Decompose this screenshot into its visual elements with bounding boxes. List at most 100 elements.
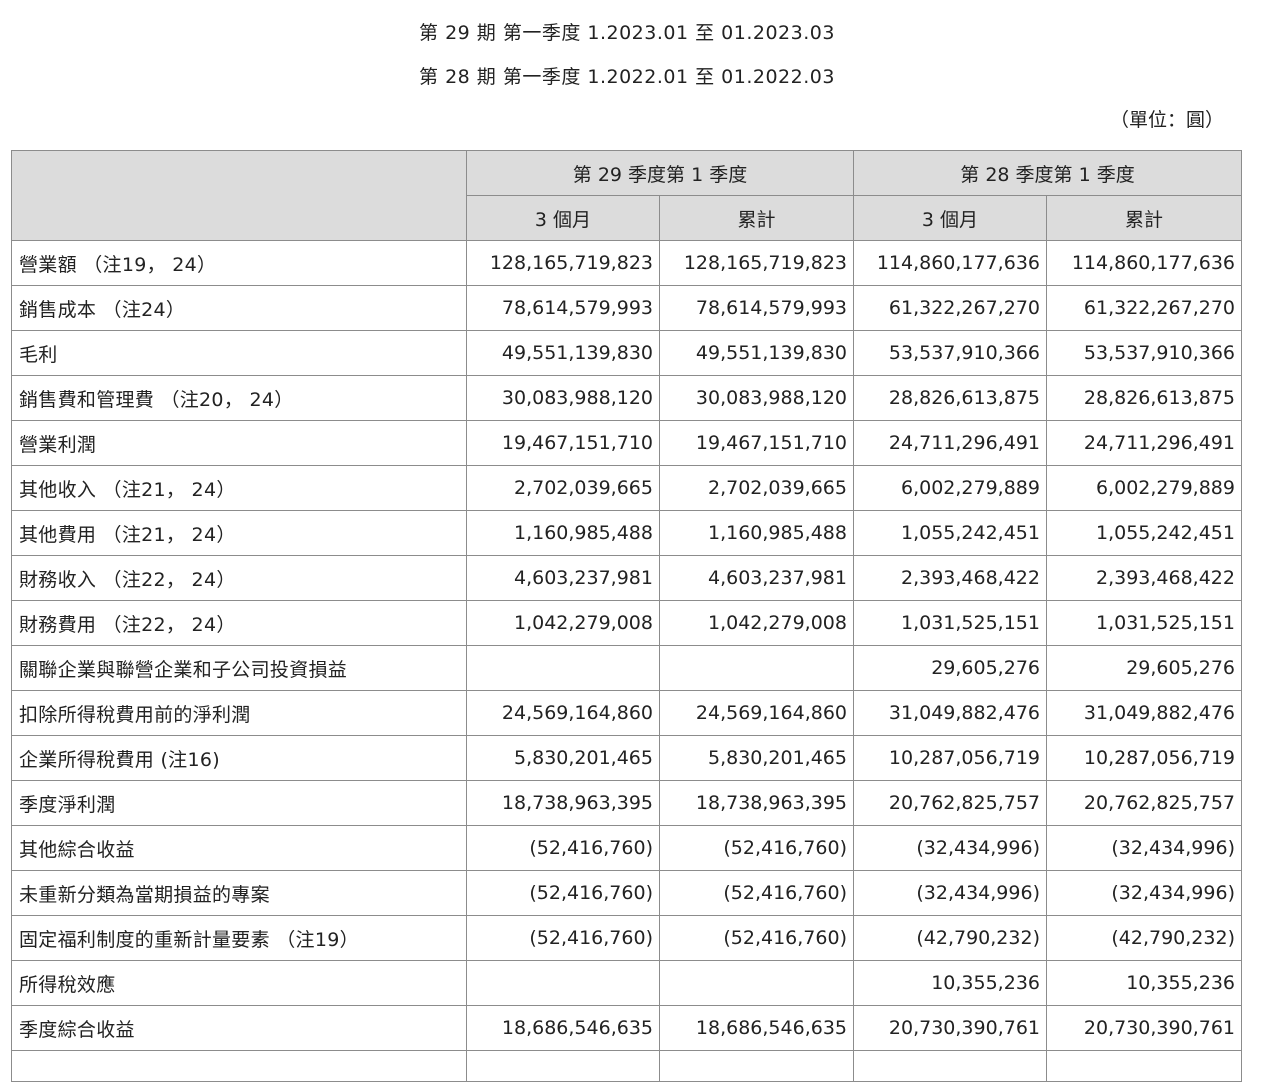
table-row: 季度綜合收益 18,686,546,635 18,686,546,635 20,730… (11, 1005, 1242, 1051)
row-label: 固定福利制度的重新計量要素 （注19） (11, 915, 467, 961)
value-cell (466, 960, 660, 1006)
value-cell: (32,434,996) (853, 825, 1047, 871)
empty-cell (659, 1050, 854, 1082)
value-cell: 20,762,825,757 (853, 780, 1047, 826)
row-label: 所得稅效應 (11, 960, 467, 1006)
row-label: 關聯企業與聯營企業和子公司投資損益 (11, 645, 467, 691)
value-cell: (42,790,232) (853, 915, 1047, 961)
value-cell: 29,605,276 (1046, 645, 1242, 691)
table-row: 營業利潤 19,467,151,710 19,467,151,710 24,711,2… (11, 420, 1242, 466)
table-row: 銷售成本 （注24） 78,614,579,993 78,614,579,993 61… (11, 285, 1242, 331)
row-label: 營業利潤 (11, 420, 467, 466)
value-cell: 49,551,139,830 (466, 330, 660, 376)
value-cell: 31,049,882,476 (853, 690, 1047, 736)
value-cell: 24,711,296,491 (1046, 420, 1242, 466)
value-cell: 31,049,882,476 (1046, 690, 1242, 736)
table-row: 企業所得稅費用 (注16) 5,830,201,465 5,830,201,465 1… (11, 735, 1242, 781)
table-row: 其他綜合收益 (52,416,760) (52,416,760) (32,434,99… (11, 825, 1242, 871)
value-cell: (32,434,996) (1046, 870, 1242, 916)
value-cell: (52,416,760) (659, 870, 854, 916)
table-row: 毛利 49,551,139,830 49,551,139,830 53,537,910… (11, 330, 1242, 376)
value-cell (466, 645, 660, 691)
value-cell: 24,711,296,491 (853, 420, 1047, 466)
row-label: 未重新分類為當期損益的專案 (11, 870, 467, 916)
value-cell (659, 960, 854, 1006)
value-cell: 1,042,279,008 (466, 600, 660, 646)
subheader-current-3-months: 3 個月 (466, 195, 660, 241)
value-cell: 5,830,201,465 (466, 735, 660, 781)
value-cell: (42,790,232) (1046, 915, 1242, 961)
unit-label: （單位：圓） (1109, 109, 1224, 131)
table-row: 財務費用 （注22， 24） 1,042,279,008 1,042,279,008… (11, 600, 1242, 646)
value-cell: 2,702,039,665 (659, 465, 854, 511)
group-header-current: 第 29 季度第 1 季度 (466, 150, 854, 196)
value-cell: 19,467,151,710 (466, 420, 660, 466)
value-cell: 20,762,825,757 (1046, 780, 1242, 826)
table-row: 扣除所得稅費用前的淨利潤 24,569,164,860 24,569,164,860… (11, 690, 1242, 736)
row-label: 毛利 (11, 330, 467, 376)
value-cell: 10,287,056,719 (853, 735, 1047, 781)
value-cell: 28,826,613,875 (853, 375, 1047, 421)
row-label: 銷售費和管理費 （注20， 24） (11, 375, 467, 421)
table-row: 銷售費和管理費 （注20， 24） 30,083,988,120 30,083,98… (11, 375, 1242, 421)
empty-cell (11, 1050, 467, 1082)
value-cell: 4,603,237,981 (466, 555, 660, 601)
value-cell: 6,002,279,889 (1046, 465, 1242, 511)
value-cell: 10,355,236 (1046, 960, 1242, 1006)
value-cell: 20,730,390,761 (1046, 1005, 1242, 1051)
table-row: 固定福利制度的重新計量要素 （注19） (52,416,760) (52,416,7… (11, 915, 1242, 961)
value-cell: 2,393,468,422 (853, 555, 1047, 601)
value-cell: (52,416,760) (659, 915, 854, 961)
row-label: 財務收入 （注22， 24） (11, 555, 467, 601)
header-corner-cell (11, 150, 467, 241)
value-cell: 49,551,139,830 (659, 330, 854, 376)
row-label: 季度淨利潤 (11, 780, 467, 826)
value-cell: 1,031,525,151 (1046, 600, 1242, 646)
row-label: 財務費用 （注22， 24） (11, 600, 467, 646)
table-row: 其他費用 （注21， 24） 1,160,985,488 1,160,985,488… (11, 510, 1242, 556)
value-cell: 30,083,988,120 (466, 375, 660, 421)
table-header: 第 29 季度第 1 季度 第 28 季度第 1 季度 3 個月 累計 3 個月… (11, 150, 1242, 241)
value-cell: 1,055,242,451 (1046, 510, 1242, 556)
value-cell: 128,165,719,823 (466, 240, 660, 286)
empty-cell (466, 1050, 660, 1082)
value-cell: 29,605,276 (853, 645, 1047, 691)
value-cell: 18,738,963,395 (659, 780, 854, 826)
value-cell: 1,055,242,451 (853, 510, 1047, 556)
value-cell: 1,160,985,488 (659, 510, 854, 556)
value-cell: 61,322,267,270 (1046, 285, 1242, 331)
table-row: 營業額 （注19， 24） 128,165,719,823 128,165,719,… (11, 240, 1242, 286)
row-label: 其他費用 （注21， 24） (11, 510, 467, 556)
period-line-prior: 第 28 期 第一季度 1.2022.01 至 01.2022.03 (419, 66, 835, 88)
value-cell (659, 645, 854, 691)
subheader-prior-3-months: 3 個月 (853, 195, 1047, 241)
row-label: 其他收入 （注21， 24） (11, 465, 467, 511)
value-cell: 1,042,279,008 (659, 600, 854, 646)
value-cell: 18,686,546,635 (659, 1005, 854, 1051)
table-row: 季度淨利潤 18,738,963,395 18,738,963,395 20,762,… (11, 780, 1242, 826)
income-statement-table: 第 29 季度第 1 季度 第 28 季度第 1 季度 3 個月 累計 3 個月… (11, 150, 1242, 1082)
value-cell: (32,434,996) (853, 870, 1047, 916)
empty-cell (1046, 1050, 1242, 1082)
value-cell: 2,393,468,422 (1046, 555, 1242, 601)
value-cell: 10,287,056,719 (1046, 735, 1242, 781)
value-cell: 5,830,201,465 (659, 735, 854, 781)
value-cell: 78,614,579,993 (466, 285, 660, 331)
value-cell: 24,569,164,860 (659, 690, 854, 736)
value-cell: 18,686,546,635 (466, 1005, 660, 1051)
row-label: 扣除所得稅費用前的淨利潤 (11, 690, 467, 736)
table-row: 所得稅效應 10,355,236 10,355,236 (11, 960, 1242, 1006)
table-row: 財務收入 （注22， 24） 4,603,237,981 4,603,237,981… (11, 555, 1242, 601)
value-cell: 6,002,279,889 (853, 465, 1047, 511)
value-cell: 4,603,237,981 (659, 555, 854, 601)
value-cell: 1,160,985,488 (466, 510, 660, 556)
period-line-current: 第 29 期 第一季度 1.2023.01 至 01.2023.03 (419, 22, 835, 44)
subheader-prior-cumulative: 累計 (1046, 195, 1242, 241)
row-label: 銷售成本 （注24） (11, 285, 467, 331)
value-cell: (52,416,760) (466, 915, 660, 961)
subheader-current-cumulative: 累計 (659, 195, 854, 241)
table-row: 其他收入 （注21， 24） 2,702,039,665 2,702,039,665… (11, 465, 1242, 511)
value-cell: (52,416,760) (659, 825, 854, 871)
value-cell: 53,537,910,366 (1046, 330, 1242, 376)
value-cell: (52,416,760) (466, 870, 660, 916)
